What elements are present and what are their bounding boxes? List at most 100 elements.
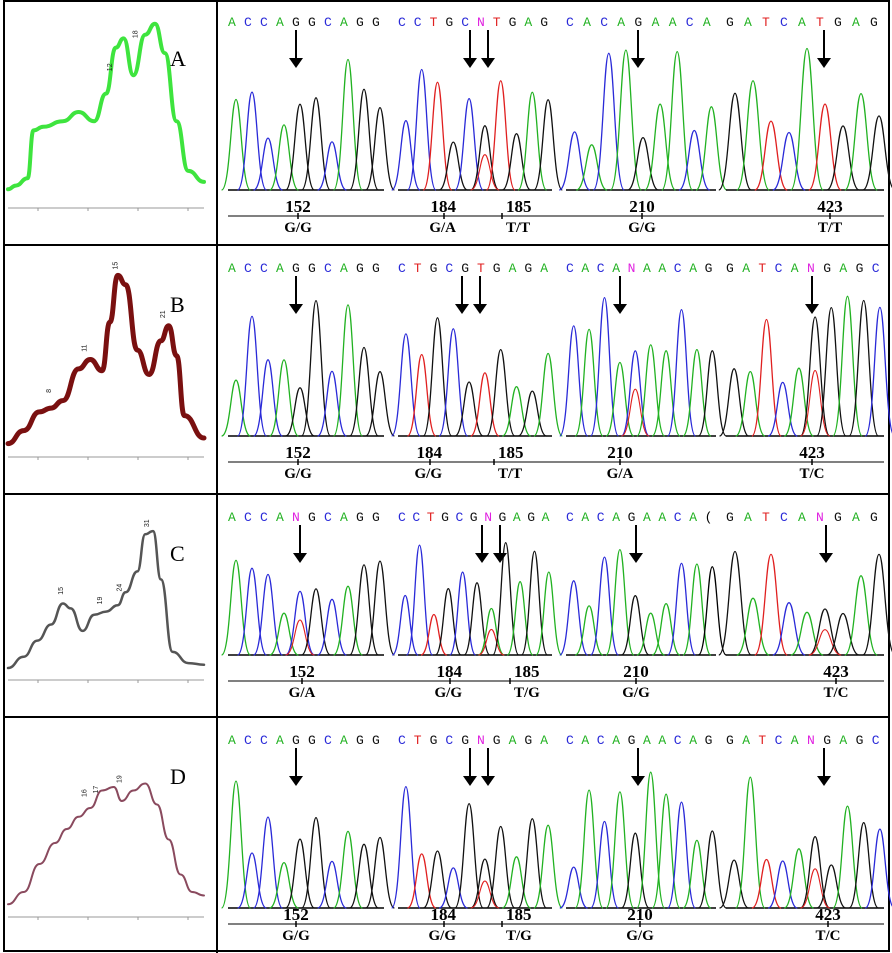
trace-peak	[799, 316, 831, 437]
trace-peak	[236, 315, 268, 437]
trace-peak	[364, 107, 396, 191]
trace-peak	[767, 381, 798, 437]
panel-letter: D	[170, 764, 186, 789]
trace-peak	[862, 115, 892, 191]
trace-peak-secondary	[285, 619, 315, 656]
peak-label: 12	[107, 63, 114, 71]
trace-peak	[735, 776, 766, 909]
genotype-label: G/G	[284, 220, 312, 236]
trace-peak	[736, 597, 770, 656]
trace-peak	[751, 318, 782, 437]
trace-peak	[391, 120, 421, 191]
trace-peak	[620, 350, 650, 437]
column-divider	[216, 0, 218, 953]
trace-peak	[252, 816, 284, 909]
trace-peak	[848, 822, 879, 909]
trace-peak	[284, 103, 316, 191]
trace-peak	[269, 612, 299, 656]
genotype-label: G/A	[429, 220, 456, 236]
trace-peak	[391, 785, 421, 909]
trace-peak	[697, 566, 727, 656]
trace-peak	[605, 548, 635, 656]
trace-peak	[767, 860, 798, 909]
trace-peak	[559, 866, 588, 909]
position-number: 423	[799, 443, 825, 462]
trace-peak	[501, 133, 532, 191]
genotype-label: T/G	[506, 928, 532, 944]
figure-frame	[3, 0, 890, 952]
trace-peak	[332, 58, 364, 191]
trace-peak	[284, 590, 316, 656]
trace-peak	[826, 125, 860, 191]
trace-peak	[438, 867, 468, 909]
trace-peak	[589, 820, 620, 909]
arrow-head	[455, 304, 469, 314]
trace-peak-secondary	[478, 628, 505, 656]
trace-peak	[558, 131, 591, 191]
trace-peak	[678, 129, 711, 191]
arrow-head	[289, 304, 303, 314]
trace-peak	[236, 91, 268, 191]
trace-peak	[317, 860, 347, 909]
trace-peak	[783, 367, 815, 437]
arrow-head	[817, 58, 831, 68]
trace-peak	[284, 838, 316, 909]
trace-peak	[492, 542, 520, 656]
trace-peak	[332, 585, 364, 656]
peak-label: 11	[81, 344, 88, 351]
trace-peak	[816, 306, 847, 437]
trace-peak	[695, 106, 728, 191]
trace-peak	[644, 103, 677, 191]
trace-peak	[790, 47, 824, 191]
chromatogram-block: C A C A G A A C A(	[559, 510, 727, 656]
genotype-label: T/T	[506, 220, 530, 236]
peak-label: 31	[144, 519, 151, 527]
position-number: 185	[514, 662, 540, 681]
arrow-head	[629, 553, 643, 563]
trace-peak	[864, 828, 892, 909]
peak-label: 24	[117, 584, 124, 592]
row-divider-1	[3, 244, 890, 246]
trace-peak	[651, 603, 681, 656]
trace-peak	[506, 581, 534, 656]
trace-peak	[317, 598, 347, 656]
genotype-label: G/G	[282, 928, 310, 944]
panel-letter: C	[170, 541, 185, 566]
row-divider-2	[3, 493, 890, 495]
genotype-label: T/C	[815, 928, 840, 944]
genotype-label: G/G	[284, 466, 312, 482]
trace-peak	[364, 560, 396, 656]
arrow-head	[481, 776, 495, 786]
trace-peak	[501, 856, 532, 909]
trace-peak	[405, 544, 434, 656]
trace-peak	[832, 805, 863, 909]
trace-peak	[620, 832, 650, 909]
trace-peak	[517, 390, 547, 437]
arrow-head	[481, 58, 495, 68]
trace-peak	[407, 853, 437, 909]
trace-peak	[348, 843, 380, 909]
arrow-head	[805, 304, 819, 314]
trace-peak	[364, 371, 396, 437]
trace-peak	[454, 803, 484, 909]
arrow-head	[473, 304, 487, 314]
peak-label: 21	[160, 310, 167, 318]
trace-peak	[485, 825, 516, 909]
trace-peak	[332, 304, 364, 437]
